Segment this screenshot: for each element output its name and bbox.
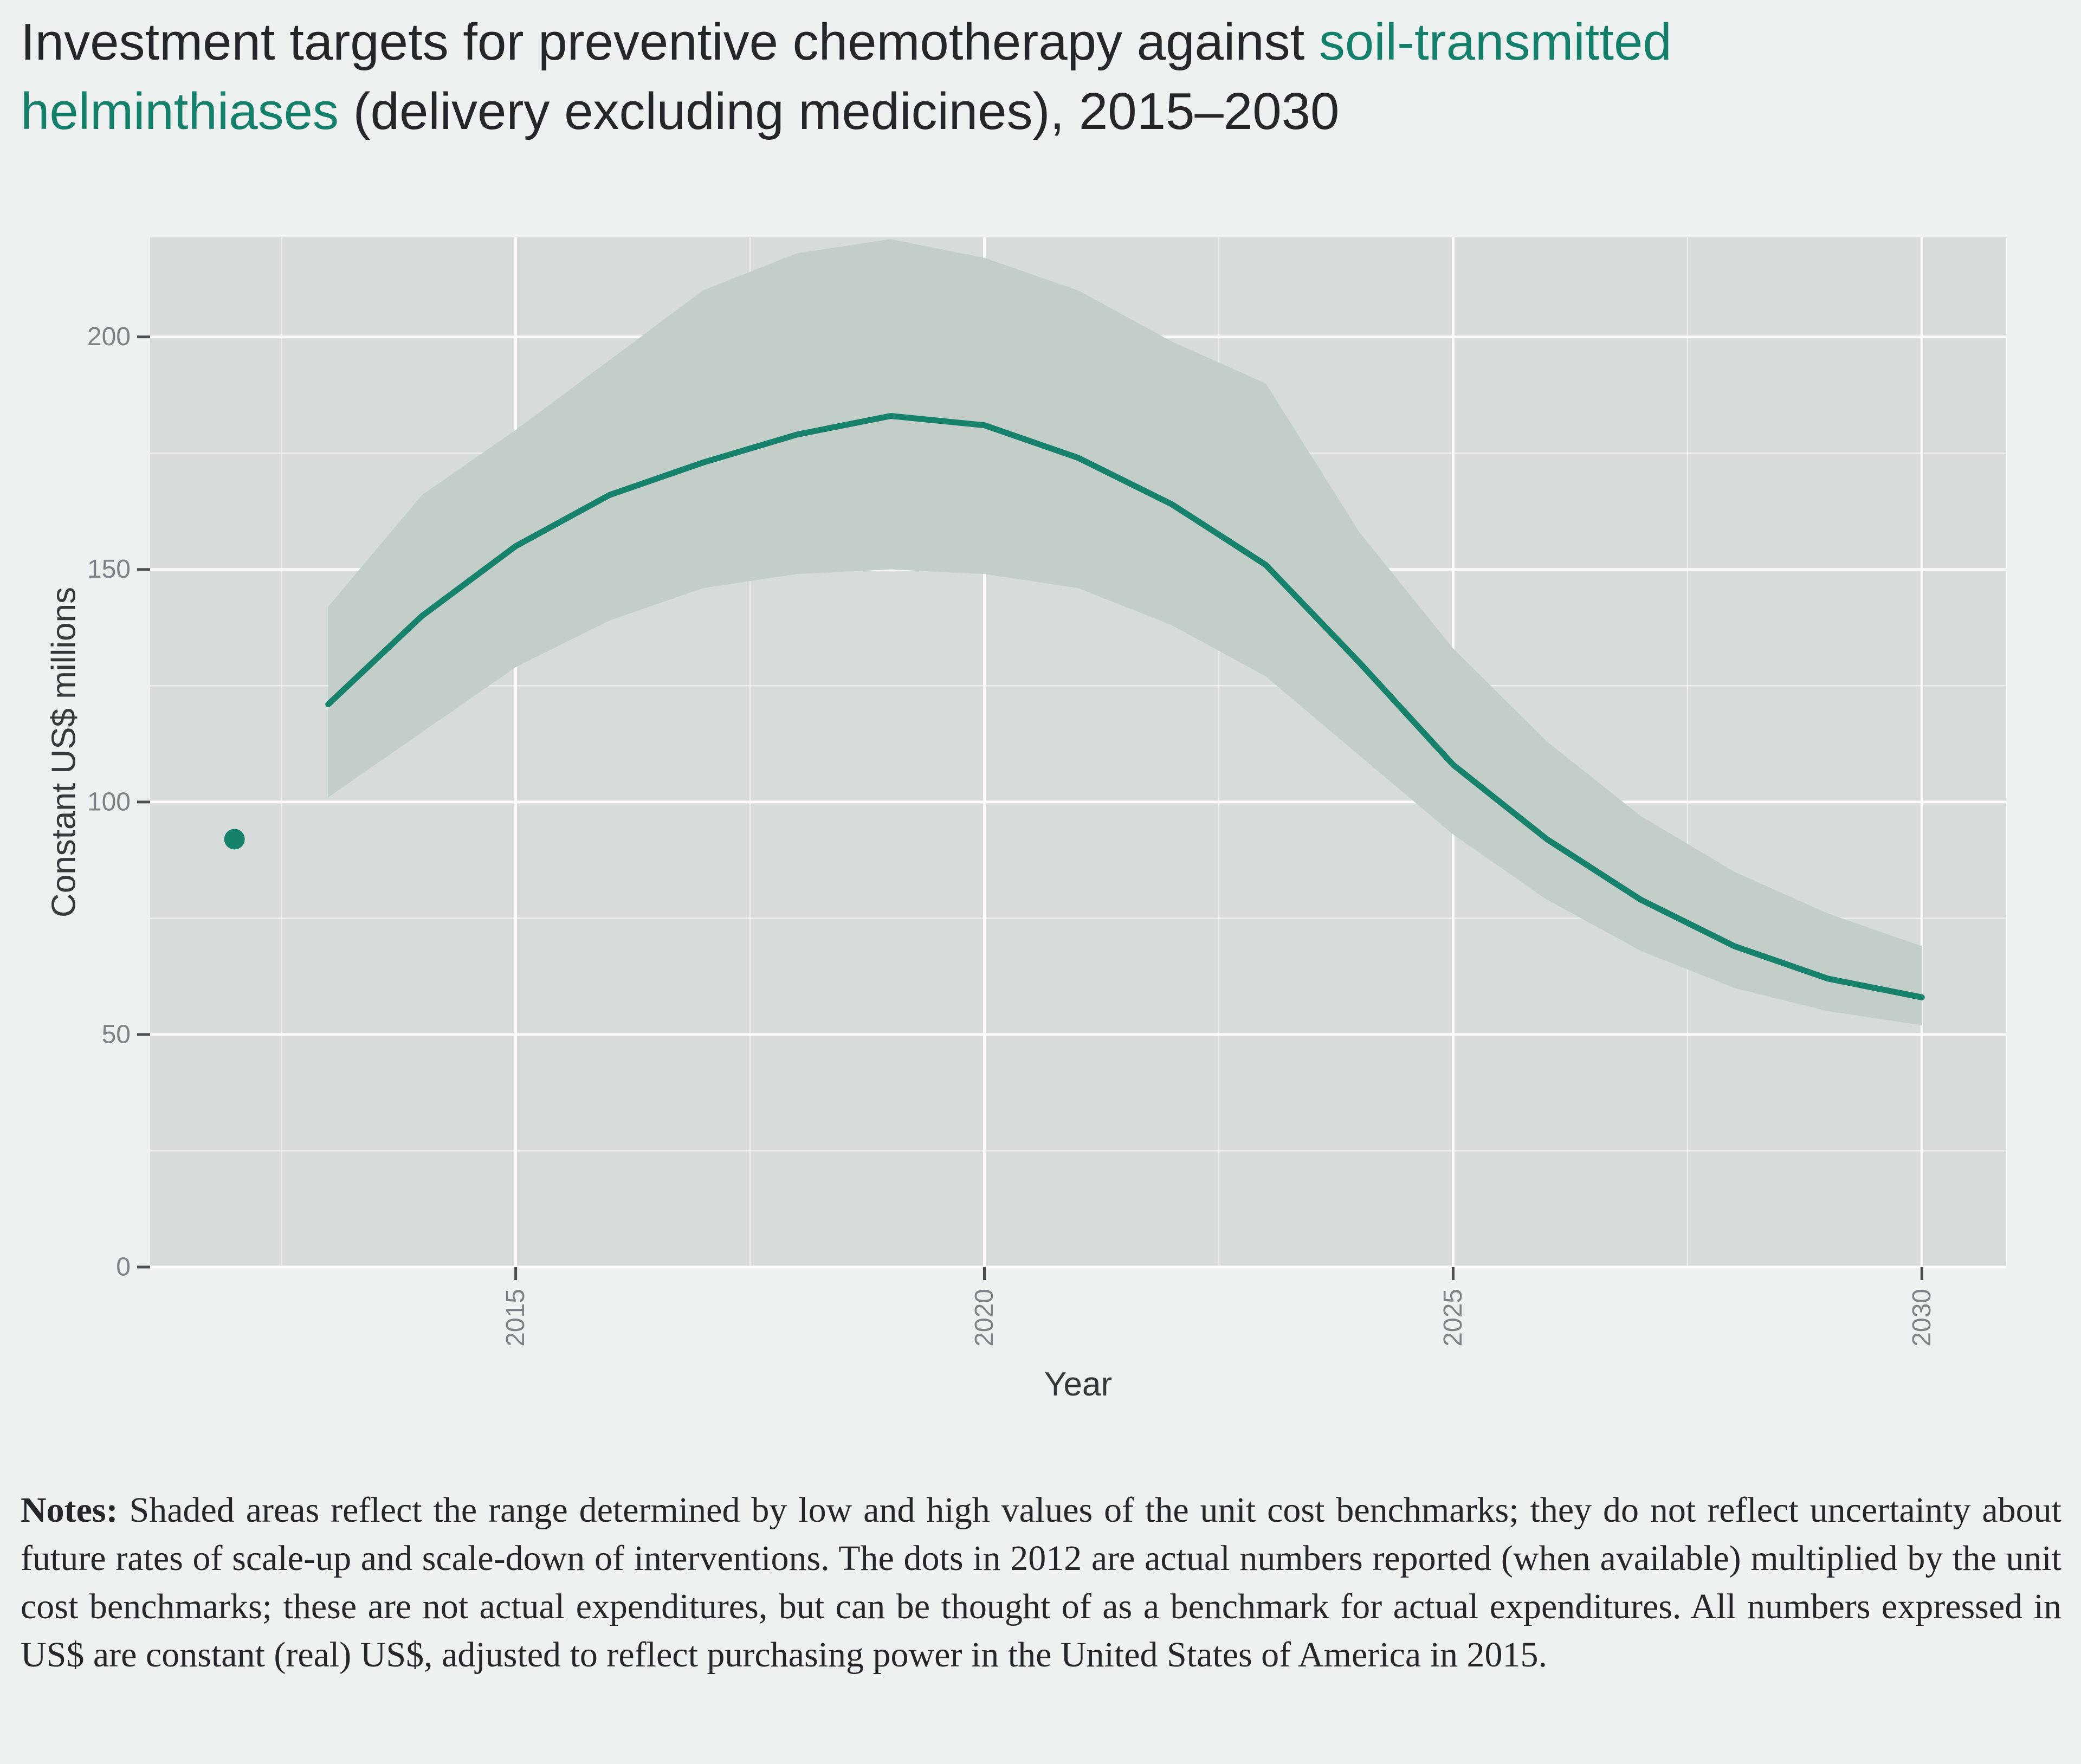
y-axis-title: Constant US$ millions — [46, 587, 83, 917]
figure-title: Investment targets for preventive chemot… — [21, 8, 2064, 146]
y-tick-label: 50 — [102, 1020, 131, 1049]
x-tick-label: 2020 — [970, 1289, 999, 1347]
figure-notes: Notes: Shaded areas reflect the range de… — [21, 1486, 2061, 1679]
title-text: Investment targets for preventive chemot… — [21, 13, 1319, 71]
y-tick-label: 0 — [116, 1253, 131, 1282]
title-accent-text: helminthiases — [21, 82, 339, 140]
x-tick-label: 2030 — [1908, 1289, 1936, 1347]
y-tick-label: 150 — [87, 555, 131, 584]
title-text: (delivery excluding medicines), 2015–203… — [338, 82, 1340, 140]
notes-text: Shaded areas reflect the range determine… — [21, 1490, 2061, 1675]
notes-label: Notes: — [21, 1490, 118, 1530]
x-tick-label: 2025 — [1439, 1289, 1468, 1347]
x-tick-label: 2015 — [501, 1289, 530, 1347]
confidence-band — [328, 239, 1922, 1025]
y-tick-label: 100 — [87, 787, 131, 816]
target-line — [325, 413, 1925, 1000]
x-axis-title: Year — [1044, 1366, 1112, 1403]
y-tick-label: 200 — [87, 322, 131, 351]
actual-2012-dot — [224, 829, 245, 850]
title-accent-text: soil-transmitted — [1319, 13, 1672, 71]
investment-chart: 0 50 100 150 200 2015 2020 2025 2030 Year Constant… — [46, 237, 2006, 1403]
